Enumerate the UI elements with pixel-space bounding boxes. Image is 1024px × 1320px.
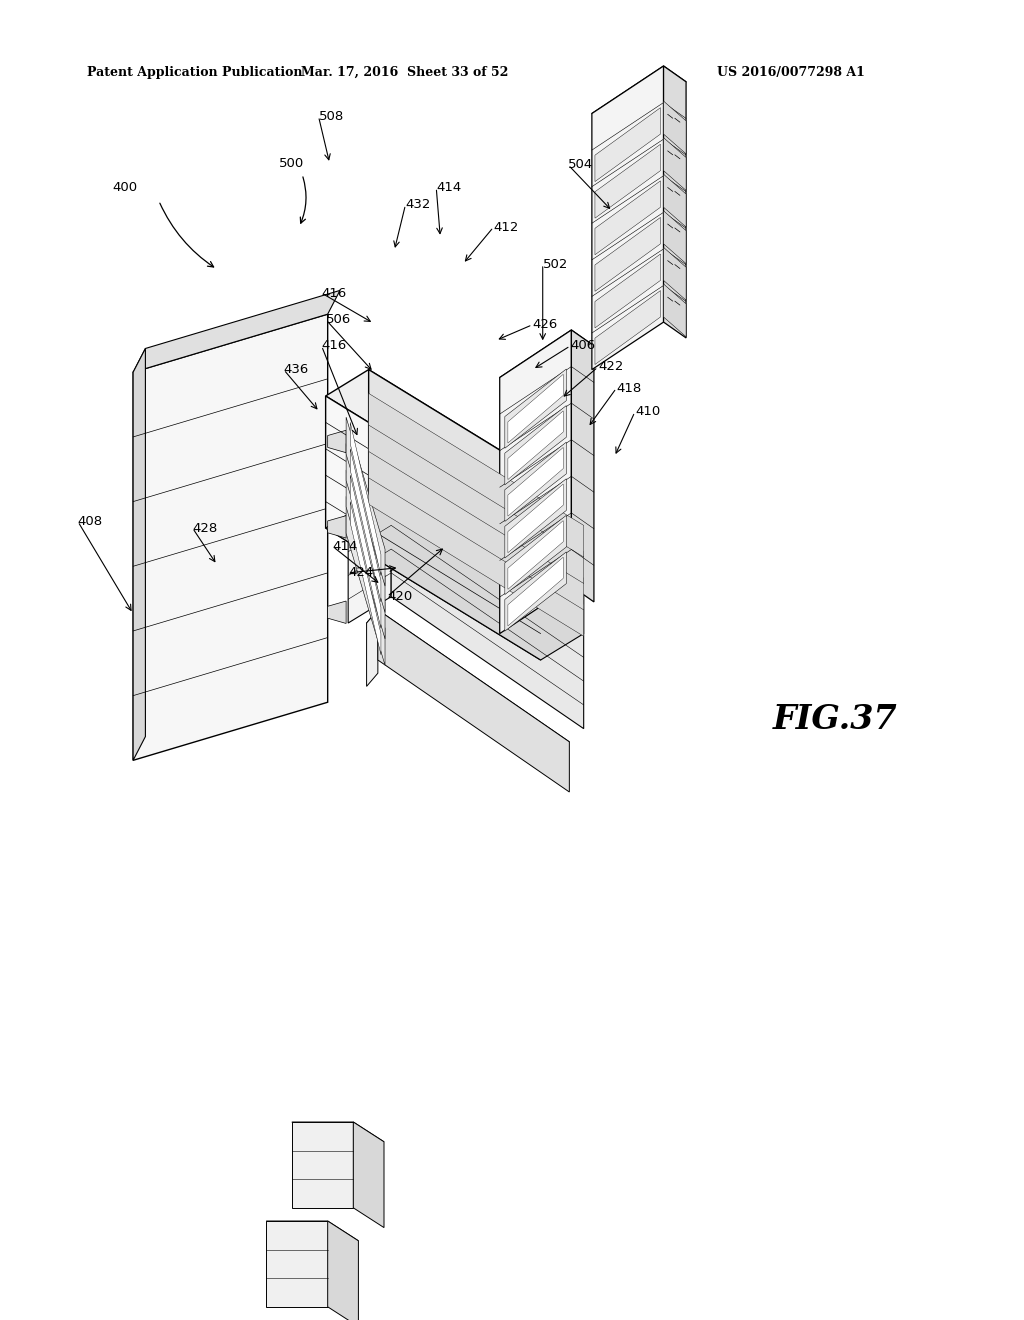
Polygon shape [353, 1122, 384, 1228]
Polygon shape [508, 484, 563, 553]
Polygon shape [346, 470, 385, 639]
Polygon shape [595, 253, 660, 327]
Polygon shape [348, 502, 391, 623]
Polygon shape [266, 1221, 358, 1241]
Polygon shape [369, 420, 584, 583]
Polygon shape [346, 496, 385, 665]
Polygon shape [328, 1221, 358, 1320]
Polygon shape [133, 314, 328, 760]
Text: 500: 500 [279, 157, 304, 170]
Polygon shape [505, 552, 566, 631]
Polygon shape [664, 66, 686, 338]
Polygon shape [505, 479, 566, 558]
Polygon shape [508, 557, 563, 626]
Text: 504: 504 [568, 158, 594, 172]
Polygon shape [369, 370, 584, 634]
Polygon shape [350, 475, 381, 628]
Polygon shape [391, 502, 584, 729]
Text: 502: 502 [543, 257, 568, 271]
Polygon shape [133, 348, 145, 760]
Text: 420: 420 [387, 590, 413, 603]
Polygon shape [369, 393, 584, 557]
Polygon shape [664, 211, 686, 264]
Polygon shape [326, 370, 584, 528]
Text: 422: 422 [598, 360, 624, 374]
Text: 406: 406 [570, 339, 596, 352]
Text: Patent Application Publication: Patent Application Publication [87, 66, 302, 79]
Polygon shape [592, 66, 664, 370]
Polygon shape [505, 515, 566, 594]
Polygon shape [571, 330, 594, 602]
Text: 408: 408 [78, 515, 103, 528]
Polygon shape [378, 610, 569, 792]
Polygon shape [664, 102, 686, 154]
Polygon shape [592, 66, 686, 129]
Text: Mar. 17, 2016  Sheet 33 of 52: Mar. 17, 2016 Sheet 33 of 52 [301, 66, 508, 79]
Polygon shape [508, 375, 563, 444]
Text: 426: 426 [532, 318, 558, 331]
Polygon shape [595, 144, 660, 218]
Polygon shape [369, 473, 584, 636]
Polygon shape [350, 449, 381, 602]
Polygon shape [350, 422, 381, 576]
Polygon shape [595, 218, 660, 292]
Text: 432: 432 [406, 198, 431, 211]
Polygon shape [664, 247, 686, 300]
Polygon shape [369, 446, 584, 610]
Polygon shape [367, 610, 569, 755]
Polygon shape [367, 610, 378, 686]
Polygon shape [595, 290, 660, 364]
Polygon shape [595, 108, 660, 182]
Text: 424: 424 [348, 566, 374, 579]
Text: 412: 412 [494, 220, 519, 234]
Polygon shape [350, 502, 381, 655]
Polygon shape [664, 284, 686, 337]
Text: 416: 416 [322, 286, 347, 300]
Polygon shape [292, 1122, 353, 1208]
Text: 418: 418 [616, 381, 642, 395]
Polygon shape [505, 405, 566, 484]
Text: FIG.37: FIG.37 [773, 702, 898, 737]
Text: 436: 436 [284, 363, 309, 376]
Polygon shape [346, 444, 385, 612]
Text: 410: 410 [635, 405, 660, 418]
Polygon shape [508, 411, 563, 479]
Polygon shape [326, 396, 541, 660]
Text: 400: 400 [113, 181, 138, 194]
Polygon shape [505, 370, 566, 449]
Polygon shape [133, 290, 340, 372]
Polygon shape [500, 330, 571, 634]
Polygon shape [595, 181, 660, 255]
Polygon shape [664, 137, 686, 190]
Text: 416: 416 [322, 339, 347, 352]
Polygon shape [266, 1221, 328, 1307]
Polygon shape [500, 330, 594, 393]
Text: 414: 414 [436, 181, 462, 194]
Polygon shape [346, 417, 385, 586]
Polygon shape [348, 502, 584, 660]
Text: 506: 506 [326, 313, 351, 326]
Polygon shape [328, 516, 346, 539]
Text: 428: 428 [193, 521, 218, 535]
Polygon shape [326, 502, 584, 660]
Text: US 2016/0077298 A1: US 2016/0077298 A1 [717, 66, 864, 79]
Text: 508: 508 [318, 110, 344, 123]
Polygon shape [292, 1122, 384, 1142]
Polygon shape [328, 430, 346, 453]
Polygon shape [328, 601, 346, 623]
Polygon shape [505, 442, 566, 521]
Polygon shape [664, 174, 686, 227]
Polygon shape [508, 520, 563, 589]
Text: 414: 414 [333, 540, 358, 553]
Polygon shape [508, 447, 563, 516]
